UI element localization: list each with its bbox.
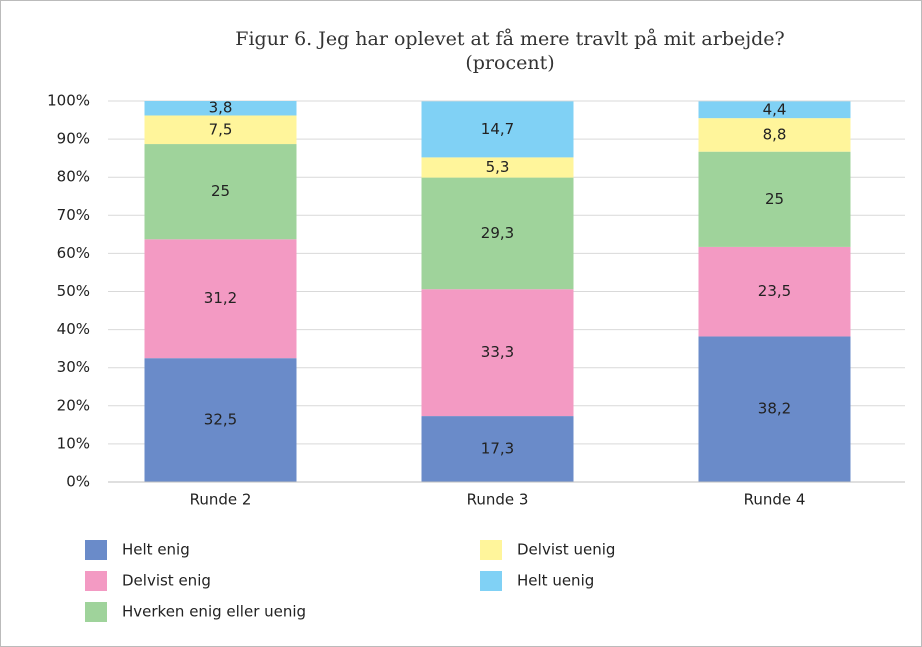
legend-label: Delvist uenig [517, 541, 615, 559]
data-label: 8,8 [763, 125, 787, 143]
y-tick-label: 100% [47, 92, 90, 110]
legend-label: Helt enig [122, 541, 190, 559]
data-label: 29,3 [481, 224, 514, 242]
legend-swatch [480, 571, 502, 591]
bar-segment [421, 289, 574, 417]
data-label: 38,2 [758, 400, 791, 418]
y-tick-label: 90% [57, 130, 90, 148]
data-label: 33,3 [481, 343, 514, 361]
bar-segment [144, 239, 297, 359]
bar-segment [421, 177, 574, 290]
bar-segment [698, 101, 851, 119]
bar-segment [144, 358, 297, 482]
bar-segment [421, 101, 574, 158]
y-tick-label: 0% [66, 473, 90, 491]
x-tick-label: Runde 2 [190, 491, 252, 509]
data-label: 31,2 [204, 289, 237, 307]
x-tick-label: Runde 4 [744, 491, 806, 509]
legend-label: Helt uenig [517, 572, 594, 590]
bar-segment [421, 157, 574, 178]
data-label: 23,5 [758, 282, 791, 300]
y-tick-label: 20% [57, 396, 90, 414]
bar-segment [144, 144, 297, 240]
data-label: 4,4 [763, 100, 787, 118]
y-tick-label: 30% [57, 358, 90, 376]
data-label: 3,8 [209, 99, 233, 117]
data-label: 7,5 [209, 120, 233, 138]
y-tick-label: 50% [57, 282, 90, 300]
data-label: 5,3 [486, 158, 510, 176]
legend-swatch [85, 571, 107, 591]
bar-segment [144, 115, 297, 145]
data-label: 25 [211, 182, 230, 200]
bar-segment [421, 416, 574, 482]
x-tick-label: Runde 3 [467, 491, 529, 509]
legend-swatch [85, 540, 107, 560]
bar-segment [698, 246, 851, 337]
y-tick-label: 70% [57, 206, 90, 224]
data-label: 17,3 [481, 440, 514, 458]
y-tick-label: 80% [57, 168, 90, 186]
data-label: 14,7 [481, 120, 514, 138]
legend-label: Hverken enig eller uenig [122, 603, 306, 621]
y-tick-label: 40% [57, 320, 90, 338]
legend-swatch [480, 540, 502, 560]
legend-label: Delvist enig [122, 572, 211, 590]
y-tick-label: 60% [57, 244, 90, 262]
chart-title: Figur 6. Jeg har oplevet at få mere trav… [235, 28, 784, 50]
bar-segment [144, 101, 297, 116]
data-label: 32,5 [204, 411, 237, 429]
y-tick-label: 10% [57, 434, 90, 452]
bar-segment [698, 118, 851, 152]
data-label: 25 [765, 190, 784, 208]
chart-subtitle: (procent) [465, 52, 554, 74]
legend-swatch [85, 602, 107, 622]
bar-segment [698, 151, 851, 247]
bar-segment [698, 336, 851, 482]
